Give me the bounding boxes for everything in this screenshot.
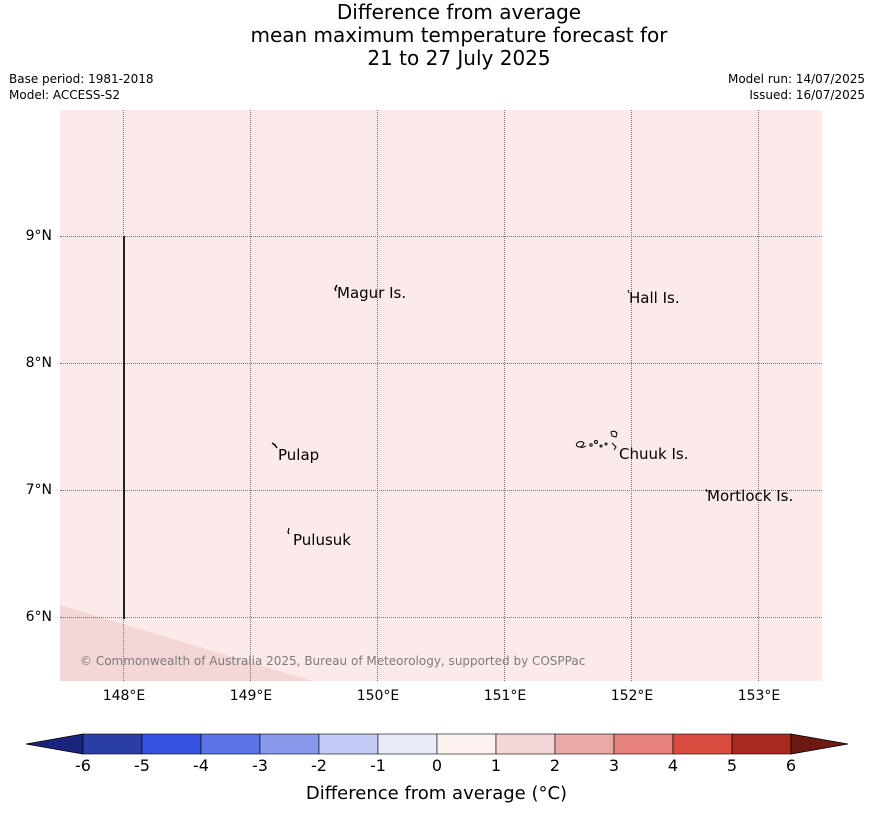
lat-label-9n: 9°N bbox=[25, 228, 52, 244]
base-period-text: Base period: 1981-2018 bbox=[9, 72, 154, 86]
gridline-7n bbox=[60, 490, 822, 491]
place-label-mortlock: Mortlock Is. bbox=[707, 487, 794, 505]
colorbar-segment bbox=[82, 733, 143, 755]
colorbar-segment bbox=[377, 733, 438, 755]
colorbar-tick-label: 1 bbox=[490, 756, 502, 775]
model-run-text: Model run: 14/07/2025 bbox=[727, 72, 865, 86]
copyright-text: © Commonwealth of Australia 2025, Bureau… bbox=[80, 654, 586, 668]
magur-island-shape bbox=[334, 284, 338, 292]
place-label-magur: Magur Is. bbox=[337, 284, 407, 302]
map-title-line3: 21 to 27 July 2025 bbox=[367, 46, 551, 70]
colorbar-max-extension bbox=[790, 733, 849, 755]
colorbar-tick-label: -2 bbox=[311, 756, 327, 775]
colorbar-tick-label: -6 bbox=[75, 756, 91, 775]
colorbar-tick-label: 3 bbox=[608, 756, 620, 775]
gridline-6n bbox=[60, 617, 822, 618]
map-area bbox=[60, 110, 822, 681]
lon-label-153e: 153°E bbox=[737, 688, 781, 704]
place-label-pulusuk: Pulusuk bbox=[293, 531, 351, 549]
mortlock-island-shape bbox=[705, 488, 708, 493]
colorbar bbox=[25, 733, 849, 755]
colorbar-segment bbox=[554, 733, 615, 755]
meta-right: Model run: 14/07/2025 Issued: 16/07/2025 bbox=[728, 71, 865, 103]
map-features bbox=[123, 236, 708, 619]
hall-island-shape bbox=[627, 289, 630, 294]
colorbar-tick-label: -5 bbox=[134, 756, 150, 775]
lon-label-149e: 149°E bbox=[229, 688, 273, 704]
colorbar-tick-label: 0 bbox=[431, 756, 443, 775]
colorbar-segment bbox=[436, 733, 497, 755]
map-title-line1: Difference from average bbox=[336, 0, 582, 24]
lat-label-6n: 6°N bbox=[25, 609, 52, 625]
gridline-9n bbox=[60, 236, 822, 237]
colorbar-segment bbox=[672, 733, 733, 755]
colorbar-segment bbox=[141, 733, 202, 755]
gridline-8n bbox=[60, 363, 822, 364]
gridline-153e bbox=[758, 110, 759, 681]
gridline-149e bbox=[250, 110, 251, 681]
issued-text: Issued: 16/07/2025 bbox=[749, 88, 865, 102]
colorbar-tick-label: 6 bbox=[785, 756, 797, 775]
colorbar-tick-label: -1 bbox=[370, 756, 386, 775]
colorbar-segment bbox=[318, 733, 379, 755]
colorbar-segment bbox=[495, 733, 556, 755]
gridline-150e bbox=[377, 110, 378, 681]
colorbar-tick-label: 5 bbox=[726, 756, 738, 775]
colorbar-tick-label: 4 bbox=[667, 756, 679, 775]
lon-label-151e: 151°E bbox=[483, 688, 527, 704]
lon-label-148e: 148°E bbox=[102, 688, 146, 704]
place-label-hall: Hall Is. bbox=[629, 289, 680, 307]
colorbar-segment bbox=[200, 733, 261, 755]
colorbar-tick-label: 2 bbox=[549, 756, 561, 775]
colorbar-label: Difference from average (°C) bbox=[305, 783, 568, 804]
pulusuk-island-shape bbox=[287, 527, 290, 535]
colorbar-segment bbox=[731, 733, 792, 755]
lat-label-7n: 7°N bbox=[25, 482, 52, 498]
colorbar-segment bbox=[613, 733, 674, 755]
chuuk-lagoon-shape bbox=[575, 430, 618, 451]
colorbar-segments bbox=[82, 733, 792, 755]
map-title-line2: mean maximum temperature forecast for bbox=[250, 23, 668, 47]
place-label-pulap: Pulap bbox=[278, 446, 320, 464]
lat-label-8n: 8°N bbox=[25, 355, 52, 371]
pulap-island-shape bbox=[271, 442, 278, 449]
meta-left: Base period: 1981-2018 Model: ACCESS-S2 bbox=[9, 71, 154, 103]
gridline-151e bbox=[504, 110, 505, 681]
colorbar-tick-label: -3 bbox=[252, 756, 268, 775]
colorbar-min-extension bbox=[25, 733, 84, 755]
colorbar-tick-label: -4 bbox=[193, 756, 209, 775]
lon-label-150e: 150°E bbox=[356, 688, 400, 704]
place-label-chuuk: Chuuk Is. bbox=[619, 445, 689, 463]
gridline-152e bbox=[631, 110, 632, 681]
model-text: Model: ACCESS-S2 bbox=[9, 88, 121, 102]
colorbar-segment bbox=[259, 733, 320, 755]
lon-label-152e: 152°E bbox=[610, 688, 654, 704]
